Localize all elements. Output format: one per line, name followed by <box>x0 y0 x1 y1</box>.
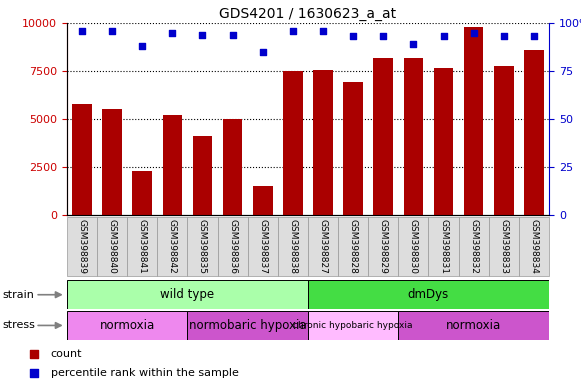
Bar <box>127 217 157 276</box>
Text: GSM398830: GSM398830 <box>409 219 418 274</box>
Bar <box>67 280 308 309</box>
Text: GSM398834: GSM398834 <box>529 219 539 274</box>
Point <box>107 28 117 34</box>
Point <box>469 30 478 36</box>
Bar <box>187 311 308 340</box>
Point <box>379 33 388 40</box>
Text: GSM398836: GSM398836 <box>228 219 237 274</box>
Point <box>138 43 147 49</box>
Bar <box>132 171 152 215</box>
Point <box>258 49 267 55</box>
Text: GSM398842: GSM398842 <box>168 219 177 274</box>
Bar <box>368 217 399 276</box>
Point <box>198 31 207 38</box>
Bar <box>253 186 272 215</box>
Bar <box>223 119 242 215</box>
Bar <box>458 217 489 276</box>
Bar <box>338 217 368 276</box>
Point <box>499 33 508 40</box>
Bar <box>308 311 399 340</box>
Text: GSM398838: GSM398838 <box>288 219 297 274</box>
Title: GDS4201 / 1630623_a_at: GDS4201 / 1630623_a_at <box>220 7 396 21</box>
Bar <box>404 58 423 215</box>
Bar <box>399 217 428 276</box>
Text: stress: stress <box>3 320 36 331</box>
Text: GSM398828: GSM398828 <box>349 219 358 274</box>
Bar <box>374 58 393 215</box>
Bar <box>217 217 248 276</box>
Point <box>29 370 38 376</box>
Point <box>318 28 328 34</box>
Bar <box>163 115 182 215</box>
Text: GSM398835: GSM398835 <box>198 219 207 274</box>
Text: GSM398839: GSM398839 <box>77 219 87 274</box>
Bar <box>193 136 212 215</box>
Text: normobaric hypoxia: normobaric hypoxia <box>189 319 306 332</box>
Bar <box>434 68 453 215</box>
Text: chronic hypobaric hypoxia: chronic hypobaric hypoxia <box>293 321 413 330</box>
Bar <box>524 50 544 215</box>
Bar <box>283 71 303 215</box>
Bar <box>464 27 483 215</box>
Text: GSM398832: GSM398832 <box>469 219 478 274</box>
Text: GSM398840: GSM398840 <box>107 219 117 274</box>
Text: GSM398831: GSM398831 <box>439 219 448 274</box>
Bar <box>72 104 92 215</box>
Text: GSM398829: GSM398829 <box>379 219 388 274</box>
Text: percentile rank within the sample: percentile rank within the sample <box>51 368 239 378</box>
Point <box>409 41 418 47</box>
Point <box>77 28 87 34</box>
Bar <box>399 311 549 340</box>
Bar <box>308 280 549 309</box>
Bar <box>67 217 97 276</box>
Bar <box>489 217 519 276</box>
Text: GSM398827: GSM398827 <box>318 219 328 274</box>
Bar <box>97 217 127 276</box>
Text: dmDys: dmDys <box>408 288 449 301</box>
Bar <box>308 217 338 276</box>
Bar <box>428 217 458 276</box>
Bar <box>187 217 217 276</box>
Point <box>439 33 448 40</box>
Text: normoxia: normoxia <box>446 319 501 332</box>
Point <box>228 31 237 38</box>
Bar <box>343 82 363 215</box>
Text: GSM398833: GSM398833 <box>499 219 508 274</box>
Point <box>529 33 539 40</box>
Bar <box>67 311 187 340</box>
Text: GSM398841: GSM398841 <box>138 219 146 274</box>
Bar <box>278 217 308 276</box>
Bar <box>157 217 187 276</box>
Text: normoxia: normoxia <box>99 319 155 332</box>
Text: GSM398837: GSM398837 <box>258 219 267 274</box>
Bar <box>102 109 122 215</box>
Bar <box>519 217 549 276</box>
Bar <box>313 70 333 215</box>
Bar <box>248 217 278 276</box>
Text: wild type: wild type <box>160 288 214 301</box>
Point <box>29 351 38 357</box>
Text: strain: strain <box>3 290 35 300</box>
Point <box>168 30 177 36</box>
Text: count: count <box>51 349 82 359</box>
Point <box>349 33 358 40</box>
Bar <box>494 66 514 215</box>
Point <box>288 28 297 34</box>
